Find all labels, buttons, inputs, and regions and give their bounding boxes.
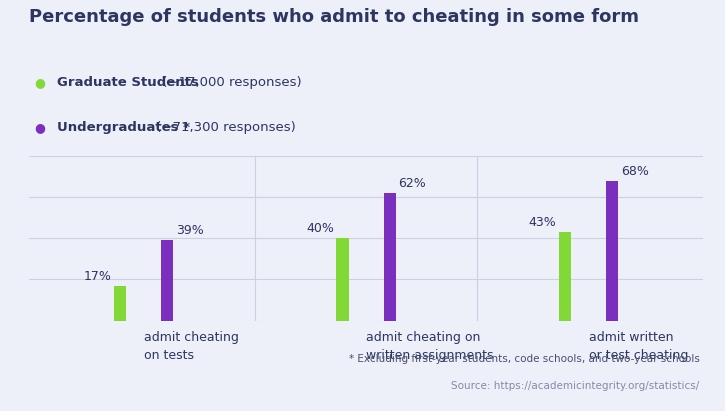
Text: admit cheating
on tests: admit cheating on tests xyxy=(144,331,239,362)
Text: (~71,300 responses): (~71,300 responses) xyxy=(152,121,295,134)
Bar xyxy=(606,181,618,321)
Text: 43%: 43% xyxy=(529,216,557,229)
Text: ●: ● xyxy=(34,121,45,134)
Text: ●: ● xyxy=(34,76,45,89)
Bar xyxy=(384,193,396,321)
Text: Graduate Students: Graduate Students xyxy=(57,76,199,89)
Text: Undergraduates *: Undergraduates * xyxy=(57,121,189,134)
Text: admit written
or test cheating: admit written or test cheating xyxy=(589,331,688,362)
Text: 40%: 40% xyxy=(306,222,334,235)
Text: * Excluding first-year students, code schools, and two-year schools: * Excluding first-year students, code sc… xyxy=(349,354,700,364)
Text: admit cheating on
written assignments: admit cheating on written assignments xyxy=(366,331,494,362)
Text: 17%: 17% xyxy=(83,270,112,283)
Text: Source: https://academicintegrity.org/statistics/: Source: https://academicintegrity.org/st… xyxy=(452,381,700,391)
Bar xyxy=(559,232,571,321)
Text: 39%: 39% xyxy=(175,224,204,237)
Text: Percentage of students who admit to cheating in some form: Percentage of students who admit to chea… xyxy=(29,8,639,26)
Bar xyxy=(114,286,126,321)
Text: 68%: 68% xyxy=(621,165,649,178)
Bar xyxy=(161,240,173,321)
Bar xyxy=(336,238,349,321)
Text: (~17,000 responses): (~17,000 responses) xyxy=(157,76,302,89)
Text: 62%: 62% xyxy=(398,177,426,190)
